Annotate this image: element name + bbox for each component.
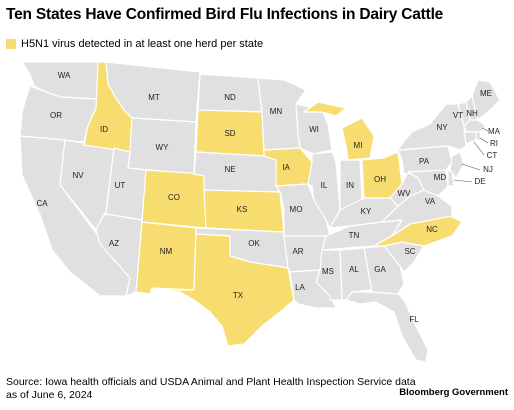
- state-NJ: [449, 151, 465, 179]
- state-MD: [407, 169, 449, 197]
- state-label-OK: OK: [248, 239, 260, 248]
- state-label-IN: IN: [346, 181, 354, 190]
- state-label-NE: NE: [224, 165, 235, 174]
- state-label-WA: WA: [58, 71, 71, 80]
- state-label-MD: MD: [434, 173, 447, 182]
- state-RI: [475, 131, 482, 141]
- leader-line-RI: [479, 137, 489, 144]
- state-label-UT: UT: [115, 181, 126, 190]
- state-label-SC: SC: [404, 247, 415, 256]
- state-label-DE: DE: [474, 177, 485, 186]
- state-label-MI: MI: [354, 141, 363, 150]
- leader-line-MA: [481, 127, 489, 132]
- state-label-VA: VA: [425, 197, 436, 206]
- state-label-MT: MT: [148, 93, 160, 102]
- state-CT: [463, 131, 477, 145]
- state-label-CA: CA: [36, 199, 48, 208]
- state-NM: [135, 221, 197, 295]
- state-label-AZ: AZ: [109, 239, 119, 248]
- state-label-NJ: NJ: [483, 165, 493, 174]
- state-TX: [151, 233, 295, 347]
- state-label-CT: CT: [487, 151, 498, 160]
- state-FL: [345, 291, 429, 363]
- state-label-RI: RI: [490, 139, 498, 148]
- state-label-KS: KS: [237, 205, 248, 214]
- state-label-MO: MO: [290, 205, 303, 214]
- leader-line-DE: [453, 179, 473, 183]
- state-label-NY: NY: [436, 123, 448, 132]
- state-IL: [307, 151, 341, 229]
- state-label-ME: ME: [480, 89, 492, 98]
- source-note: Source: Iowa health officials and USDA A…: [6, 376, 416, 401]
- state-label-NH: NH: [466, 109, 478, 118]
- state-label-WY: WY: [156, 143, 170, 152]
- state-MI: [303, 101, 375, 161]
- state-label-AL: AL: [349, 265, 359, 274]
- state-label-KY: KY: [361, 207, 372, 216]
- state-label-GA: GA: [374, 265, 386, 274]
- state-label-ND: ND: [224, 93, 236, 102]
- legend-label: H5N1 virus detected in at least one herd…: [21, 38, 264, 50]
- state-label-LA: LA: [295, 283, 305, 292]
- state-label-MN: MN: [270, 107, 283, 116]
- state-label-OR: OR: [50, 111, 62, 120]
- brand-logo: Bloomberg Government: [399, 387, 508, 398]
- leader-line-NJ: [461, 163, 481, 171]
- state-label-OH: OH: [374, 175, 386, 184]
- state-label-NM: NM: [160, 247, 173, 256]
- state-label-TN: TN: [349, 231, 360, 240]
- state-NE: [193, 151, 281, 193]
- state-label-VT: VT: [453, 111, 463, 120]
- state-label-MA: MA: [488, 127, 501, 136]
- state-DE: [447, 169, 455, 187]
- state-label-NC: NC: [426, 225, 438, 234]
- state-label-MS: MS: [322, 267, 334, 276]
- state-label-WV: WV: [398, 189, 412, 198]
- legend-swatch: [6, 39, 16, 49]
- state-label-IL: IL: [321, 181, 328, 190]
- state-label-AR: AR: [292, 247, 303, 256]
- state-label-NV: NV: [72, 171, 84, 180]
- state-label-WI: WI: [309, 125, 319, 134]
- legend: H5N1 virus detected in at least one herd…: [6, 38, 263, 50]
- leader-line-CT: [473, 141, 485, 156]
- state-label-SD: SD: [224, 129, 235, 138]
- state-label-FL: FL: [409, 315, 419, 324]
- state-AR: [283, 235, 327, 273]
- map-title: Ten States Have Confirmed Bird Flu Infec…: [6, 6, 444, 23]
- state-label-PA: PA: [419, 157, 430, 166]
- state-label-TX: TX: [233, 291, 244, 300]
- state-label-IA: IA: [282, 163, 290, 172]
- state-label-ID: ID: [100, 125, 108, 134]
- state-label-CO: CO: [168, 193, 180, 202]
